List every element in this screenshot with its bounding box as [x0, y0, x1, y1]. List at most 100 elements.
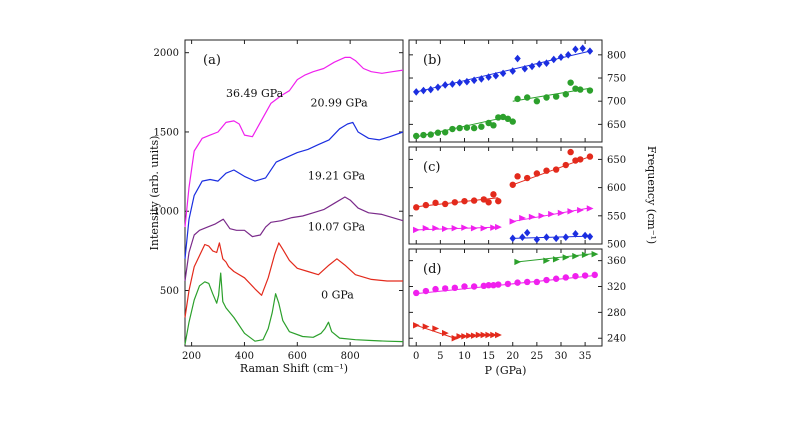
data-point	[557, 53, 565, 61]
data-point	[495, 281, 502, 288]
data-point	[492, 71, 500, 80]
data-point	[434, 83, 442, 92]
data-point	[441, 329, 449, 337]
data-point	[543, 94, 550, 101]
data-point	[543, 167, 550, 174]
data-point	[470, 283, 478, 290]
data-point	[579, 44, 586, 53]
y-tick-label: 1500	[154, 127, 179, 138]
panel-frame	[408, 146, 603, 245]
y-tick-label: 600	[607, 183, 626, 194]
data-point	[509, 234, 516, 243]
data-point	[550, 55, 557, 64]
data-point	[562, 91, 570, 98]
data-point	[572, 230, 579, 238]
data-point	[451, 335, 459, 342]
y-tick-label: 750	[607, 74, 626, 85]
data-point	[509, 118, 516, 125]
y-tick-label: 550	[607, 211, 626, 222]
data-point	[543, 276, 550, 284]
y-tick-label: 650	[607, 155, 626, 166]
x-axis-label: P (GPa)	[485, 364, 527, 377]
data-point	[509, 67, 516, 75]
data-point	[470, 76, 478, 85]
y-axis-label: Intensity (arb. units)	[148, 136, 161, 251]
data-point	[586, 153, 594, 160]
data-point	[485, 331, 493, 339]
data-point	[461, 197, 468, 205]
data-point	[461, 224, 469, 231]
data-point	[567, 79, 574, 86]
x-tick-label: 0	[413, 351, 419, 362]
data-point	[519, 233, 526, 242]
data-point	[533, 278, 541, 286]
x-tick-label: 25	[530, 351, 543, 362]
data-point	[495, 197, 502, 205]
data-point	[427, 85, 434, 94]
panel-c: (c) 500 550 600 650 Frequency (cm⁻¹)	[408, 146, 658, 251]
data-point	[427, 131, 434, 138]
data-point	[434, 129, 442, 136]
data-point	[509, 181, 516, 188]
panel-d: (d) 240 280 320 360 0 5 10 15 20 25 30 35 P (GPa)	[408, 248, 626, 377]
curve-label: 36.49 GPa	[226, 87, 284, 100]
data-point	[504, 115, 512, 123]
data-point	[572, 45, 579, 54]
y-tick-label: 700	[607, 97, 626, 108]
data-point	[572, 85, 579, 92]
panel-frame	[408, 248, 603, 347]
panel-letter: (c)	[423, 160, 440, 175]
panel-b: (b) 650 700 750 800	[408, 39, 626, 143]
data-point	[490, 224, 498, 231]
data-point	[470, 197, 478, 204]
data-point	[524, 278, 531, 286]
data-point	[586, 232, 594, 241]
data-point	[470, 124, 478, 132]
spectrum-line	[184, 121, 404, 259]
data-point	[413, 322, 420, 329]
data-point	[413, 132, 420, 140]
data-point	[565, 51, 572, 59]
x-tick-label: 10	[458, 351, 471, 362]
data-point	[552, 275, 560, 282]
data-point	[533, 98, 541, 105]
data-point	[470, 225, 478, 232]
data-point	[528, 213, 536, 221]
data-point	[581, 272, 589, 279]
data-point	[577, 86, 584, 93]
curve-label: 20.99 GPa	[311, 97, 369, 110]
data-point	[441, 225, 449, 232]
data-point	[432, 325, 440, 332]
data-point	[533, 235, 541, 244]
data-point	[420, 86, 427, 95]
x-tick-label: 200	[182, 351, 201, 362]
data-point	[495, 331, 502, 339]
data-point	[485, 119, 492, 127]
data-point	[432, 199, 439, 207]
data-point	[441, 285, 449, 292]
data-point	[509, 218, 517, 225]
data-point	[432, 285, 439, 293]
spectrum-line	[184, 56, 404, 228]
data-point	[495, 223, 502, 231]
data-point	[470, 332, 478, 339]
data-point	[543, 233, 550, 242]
data-point	[451, 225, 459, 232]
data-point	[456, 333, 464, 340]
data-point	[485, 73, 492, 81]
data-point	[577, 156, 584, 163]
data-point	[552, 166, 560, 173]
data-point	[521, 64, 528, 73]
data-point	[463, 124, 471, 131]
data-point	[514, 173, 521, 180]
data-point	[422, 201, 430, 209]
data-point	[449, 125, 456, 133]
data-point	[475, 331, 483, 339]
data-point	[495, 114, 502, 121]
data-point	[572, 252, 580, 260]
x-tick-label: 15	[482, 351, 495, 362]
data-point	[562, 274, 570, 281]
x-tick-label: 35	[579, 351, 592, 362]
data-point	[478, 123, 485, 130]
